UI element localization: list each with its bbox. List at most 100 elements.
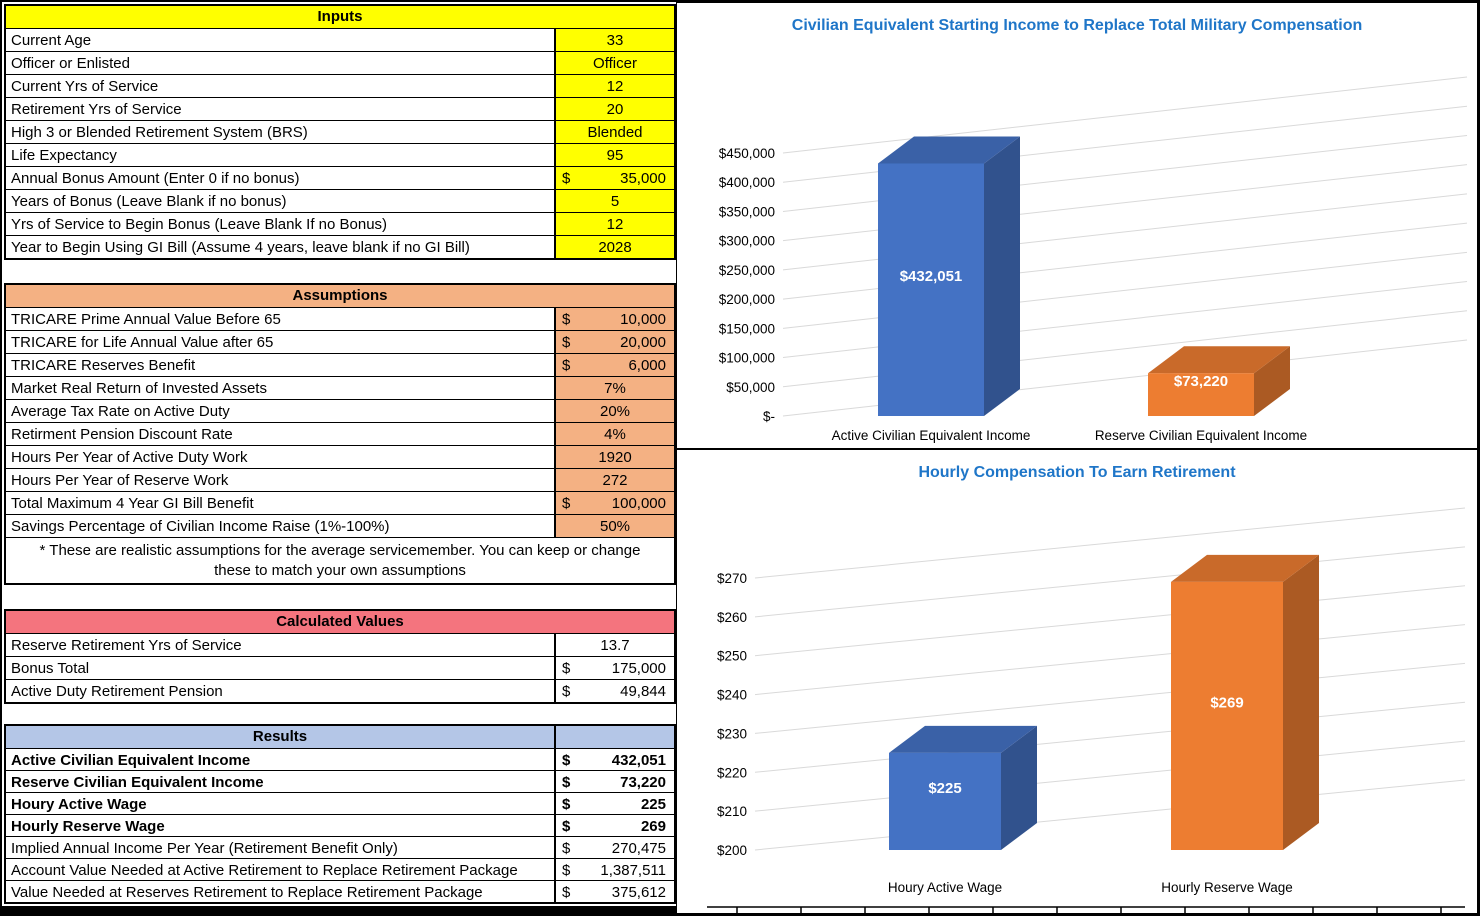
row-value-cell[interactable]: 95 <box>556 144 674 166</box>
row-label: Retirement Yrs of Service <box>6 98 556 120</box>
row-label: Life Expectancy <box>6 144 556 166</box>
row-value-cell[interactable]: $20,000 <box>556 331 674 353</box>
cell-number: 100,000 <box>611 495 666 512</box>
y-tick-label: $210 <box>717 804 747 819</box>
table-row: Years of Bonus (Leave Blank if no bonus)… <box>6 189 674 212</box>
table-row: Officer or Enlisted Officer <box>6 51 674 74</box>
chart-title-hourly-compensation: Hourly Compensation To Earn Retirement <box>918 464 1236 481</box>
row-value-cell[interactable]: $100,000 <box>556 492 674 514</box>
cell-number: 1,387,511 <box>600 862 666 879</box>
row-label: Annual Bonus Amount (Enter 0 if no bonus… <box>6 167 556 189</box>
currency-symbol: $ <box>562 683 571 700</box>
row-value-cell[interactable]: 50% <box>556 515 674 537</box>
table-row: Bonus Total $175,000 <box>6 656 674 679</box>
y-tick-label: $300,000 <box>719 234 775 249</box>
row-value-cell[interactable]: 12 <box>556 213 674 235</box>
row-value-cell: $432,051 <box>556 749 674 770</box>
assumptions-table: Assumptions TRICARE Prime Annual Value B… <box>4 283 676 585</box>
results-header-value-cell <box>556 726 674 748</box>
cell-number: 270,475 <box>611 840 666 857</box>
currency-symbol: $ <box>562 660 571 677</box>
cell-number: 225 <box>640 796 666 813</box>
gridline <box>754 701 1466 773</box>
currency-symbol: $ <box>562 170 571 187</box>
row-value-cell[interactable]: 4% <box>556 423 674 445</box>
row-value-cell[interactable]: 20% <box>556 400 674 422</box>
y-tick-label: $350,000 <box>719 204 775 219</box>
y-tick-label: $50,000 <box>726 380 775 395</box>
row-value-cell[interactable]: 20 <box>556 98 674 120</box>
row-label: Hourly Reserve Wage <box>6 815 556 836</box>
currency-symbol: $ <box>562 862 571 879</box>
row-value-cell[interactable]: $6,000 <box>556 354 674 376</box>
assumptions-note: * These are realistic assumptions for th… <box>6 537 674 583</box>
y-tick-label: $220 <box>717 765 747 780</box>
row-label: TRICARE Reserves Benefit <box>6 354 556 376</box>
row-value-cell: $225 <box>556 793 674 814</box>
row-label: Current Yrs of Service <box>6 75 556 97</box>
currency-symbol: $ <box>562 752 571 769</box>
row-label: Savings Percentage of Civilian Income Ra… <box>6 515 556 537</box>
row-value-cell[interactable]: 272 <box>556 469 674 491</box>
row-label: Houry Active Wage <box>6 793 556 814</box>
table-row: Market Real Return of Invested Assets 7% <box>6 376 674 399</box>
results-table: Results Active Civilian Equivalent Incom… <box>4 724 676 904</box>
cell-number: 6,000 <box>628 357 666 374</box>
bar-front-face <box>1171 581 1283 850</box>
row-value-cell[interactable]: 2028 <box>556 236 674 258</box>
row-value-cell[interactable]: 5 <box>556 190 674 212</box>
row-value-cell[interactable]: $35,000 <box>556 167 674 189</box>
bar-side-face <box>984 136 1020 417</box>
row-label: Years of Bonus (Leave Blank if no bonus) <box>6 190 556 212</box>
calculated-values-table: Calculated Values Reserve Retirement Yrs… <box>4 609 676 704</box>
inputs-header: Inputs <box>6 6 674 28</box>
assumptions-header: Assumptions <box>6 285 674 307</box>
gridline <box>754 585 1466 657</box>
row-label: Yrs of Service to Begin Bonus (Leave Bla… <box>6 213 556 235</box>
row-value-cell[interactable]: 33 <box>556 29 674 51</box>
row-value-cell[interactable]: 1920 <box>556 446 674 468</box>
row-label: Market Real Return of Invested Assets <box>6 377 556 399</box>
table-row: TRICARE Prime Annual Value Before 65 $10,… <box>6 307 674 330</box>
row-value-cell[interactable]: $10,000 <box>556 308 674 330</box>
row-label: Implied Annual Income Per Year (Retireme… <box>6 837 556 858</box>
cell-number: 269 <box>640 818 666 835</box>
bar-front-face <box>889 752 1001 850</box>
hourly-compensation-bar-chart: $270 $260 $250 $240 $230 $220 $210 $200 $225 Hour… <box>707 507 1466 913</box>
table-row: Savings Percentage of Civilian Income Ra… <box>6 514 674 537</box>
table-row: Year to Begin Using GI Bill (Assume 4 ye… <box>6 235 674 258</box>
currency-symbol: $ <box>562 357 571 374</box>
cell-number: 35,000 <box>620 170 666 187</box>
table-row: Active Civilian Equivalent Income $432,05… <box>6 748 674 770</box>
row-value-cell[interactable]: 12 <box>556 75 674 97</box>
table-row: Yrs of Service to Begin Bonus (Leave Bla… <box>6 212 674 235</box>
inputs-table: Inputs Current Age 33 Officer or Enlisted O… <box>4 4 676 260</box>
currency-symbol: $ <box>562 774 571 791</box>
row-label: Account Value Needed at Active Retiremen… <box>6 859 556 880</box>
row-value-cell: $375,612 <box>556 881 674 902</box>
civilian-income-bar-chart: $450,000 $400,000 $350,000 $300,000 $250,000… <box>719 76 1468 443</box>
row-label: Average Tax Rate on Active Duty <box>6 400 556 422</box>
row-value-cell: $49,844 <box>556 680 674 702</box>
results-header-row: Results <box>6 726 674 748</box>
results-header: Results <box>6 726 556 748</box>
bar-side-face <box>1254 346 1290 416</box>
bar-front-face <box>878 163 984 416</box>
currency-symbol: $ <box>562 334 571 351</box>
assumptions-rows: TRICARE Prime Annual Value Before 65 $10,… <box>6 307 674 537</box>
y-tick-label: $250 <box>717 649 747 664</box>
bar-top-face <box>1148 346 1290 374</box>
row-value-cell: $1,387,511 <box>556 859 674 880</box>
y-tick-label: $270 <box>717 571 747 586</box>
row-value-cell[interactable]: Blended <box>556 121 674 143</box>
y-tick-label: $200,000 <box>719 292 775 307</box>
gridline <box>754 779 1466 851</box>
row-value-cell[interactable]: 7% <box>556 377 674 399</box>
table-row: Total Maximum 4 Year GI Bill Benefit $100… <box>6 491 674 514</box>
row-value-cell[interactable]: Officer <box>556 52 674 74</box>
x-category-label: Hourly Reserve Wage <box>1161 880 1293 895</box>
chart-title-civilian-income: Civilian Equivalent Starting Income to R… <box>791 17 1363 34</box>
cell-number: 10,000 <box>620 311 666 328</box>
currency-symbol: $ <box>562 884 571 901</box>
table-row: Retirement Yrs of Service 20 <box>6 97 674 120</box>
